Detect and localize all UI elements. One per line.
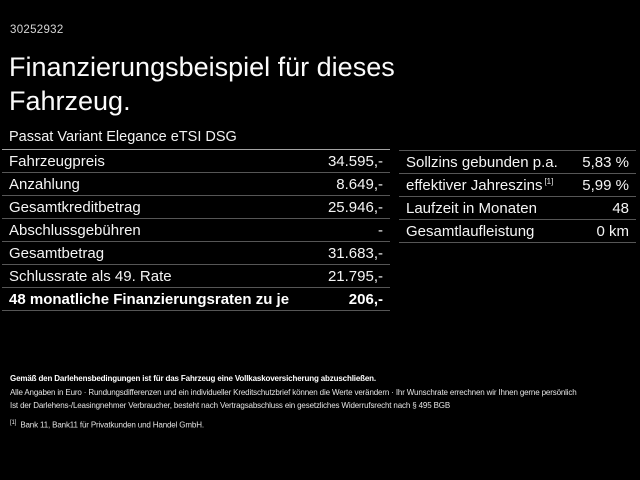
condition-row-label: effektiver Jahreszins [1] — [406, 176, 554, 194]
finance-row-value: 34.595,- — [327, 152, 383, 170]
condition-row-label: Gesamtlaufleistung — [406, 222, 535, 240]
footnote-marker: [1] — [10, 419, 17, 426]
page-title: Finanzierungsbeispiel für dieses Fahrzeu… — [9, 52, 395, 116]
finance-row-label: Schlussrate als 49. Rate — [9, 267, 172, 285]
conditions-table: Sollzins gebunden p.a. 5,83 % effektiver… — [399, 150, 636, 243]
finance-row-total-credit: Gesamtkreditbetrag 25.946,- — [2, 196, 390, 219]
footer-legal-note: Ist der Darlehens-/Leasingnehmer Verbrau… — [10, 401, 451, 410]
finance-row-monthly-rate: 48 monatliche Finanzierungsraten zu je 2… — [2, 288, 390, 311]
finance-row-value: 21.795,- — [327, 267, 383, 285]
finance-row-label: Gesamtkreditbetrag — [9, 198, 141, 216]
footer-bank-footnote: [1] Bank 11, Bank11 für Privatkunden und… — [10, 417, 636, 432]
finance-row-label: Anzahlung — [9, 175, 80, 193]
finance-table: Passat Variant Elegance eTSI DSG Fahrzeu… — [2, 127, 390, 311]
condition-row-effective-interest: effektiver Jahreszins [1] 5,99 % — [399, 174, 636, 197]
finance-row-value: - — [378, 221, 383, 239]
footer-insurance-note: Gemäß den Darlehensbedingungen ist für d… — [10, 374, 376, 383]
condition-row-label: Sollzins gebunden p.a. — [406, 153, 558, 171]
finance-row-closing-fees: Abschlussgebühren - — [2, 219, 390, 242]
condition-row-total-mileage: Gesamtlaufleistung 0 km — [399, 220, 636, 243]
finance-row-label: Fahrzeugpreis — [9, 152, 105, 170]
finance-row-down-payment: Anzahlung 8.649,- — [2, 173, 390, 196]
condition-row-value: 5,83 % — [582, 153, 629, 171]
finance-row-value: 8.649,- — [336, 175, 383, 193]
condition-row-nominal-interest: Sollzins gebunden p.a. 5,83 % — [399, 151, 636, 174]
footnote-reference-icon: [1] — [544, 176, 554, 186]
legal-footer: Gemäß den Darlehensbedingungen ist für d… — [10, 372, 636, 432]
finance-row-value: 206,- — [348, 290, 383, 308]
condition-row-value: 48 — [612, 199, 629, 217]
condition-row-value: 5,99 % — [582, 176, 629, 194]
condition-row-label: Laufzeit in Monaten — [406, 199, 537, 217]
footer-disclaimer: Alle Angaben in Euro · Rundungsdifferenz… — [10, 387, 577, 397]
footnote-text: Bank 11, Bank11 für Privatkunden und Han… — [20, 420, 204, 430]
vehicle-id: 30252932 — [10, 24, 64, 36]
condition-row-value: 0 km — [596, 222, 629, 240]
finance-row-value: 31.683,- — [327, 244, 383, 262]
vehicle-subtitle: Passat Variant Elegance eTSI DSG — [2, 127, 390, 150]
finance-row-vehicle-price: Fahrzeugpreis 34.595,- — [2, 150, 390, 173]
condition-row-duration: Laufzeit in Monaten 48 — [399, 197, 636, 220]
finance-row-final-rate: Schlussrate als 49. Rate 21.795,- — [2, 265, 390, 288]
finance-row-label: Abschlussgebühren — [9, 221, 141, 239]
finance-row-value: 25.946,- — [327, 198, 383, 216]
finance-row-total-amount: Gesamtbetrag 31.683,- — [2, 242, 390, 265]
finance-row-label: 48 monatliche Finanzierungsraten zu je — [9, 290, 290, 308]
finance-row-label: Gesamtbetrag — [9, 244, 105, 262]
